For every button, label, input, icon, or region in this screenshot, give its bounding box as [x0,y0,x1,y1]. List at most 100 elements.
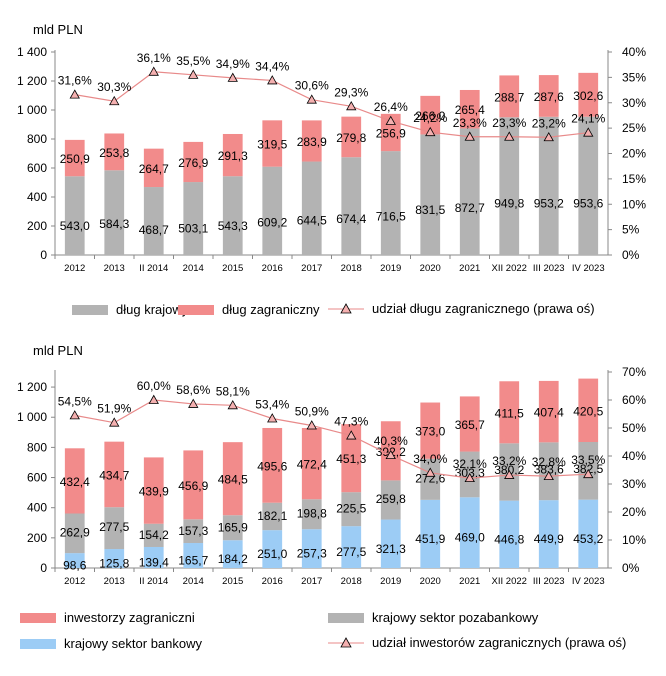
c1-bar-label-2: 288,7 [494,90,524,104]
c2-share-marker [148,394,159,404]
c1-ytick: 0 [40,248,47,262]
legend1-foreign: dług zagraniczny [178,302,320,317]
c2-bar-label-2: 165,9 [218,520,248,534]
c1-share-label: 34,4% [255,59,289,73]
c2-bar-2 [104,507,125,550]
c1-xtick: 2012 [64,263,85,274]
c2-bar-label-1: 453,2 [573,532,603,546]
c1-bar-label-1: 674,4 [336,212,366,226]
c1-share-line [74,71,589,138]
c2-share-marker [504,469,515,479]
c2-bar-3 [222,442,243,516]
c1-y2tick: 40% [622,45,646,59]
c2-y2tick: 30% [622,477,646,491]
c1-xtick: 2014 [183,263,204,274]
c1-bar-label-2: 283,9 [297,135,327,149]
c2-bar-1 [420,499,441,568]
c1-y2tick: 5% [622,223,640,237]
c2-bar-1 [262,530,283,568]
c1-bar-label-2: 279,8 [336,131,366,145]
c2-share-label: 60,0% [137,379,171,393]
c1-xtick: 2013 [104,263,125,274]
c1-bar-1 [380,151,401,255]
c1-bar-2 [143,148,164,188]
c2-bar-2 [222,515,243,541]
c2-share-label: 33,2% [492,454,526,468]
c2-xtick: 2018 [341,576,362,587]
c1-bar-label-1: 716,5 [376,210,406,224]
c2-bar-1 [64,553,85,568]
c1-bar-label-1: 543,3 [218,219,248,233]
c1-y2tick: 25% [622,121,646,135]
c1-bar-label-1: 644,5 [297,213,327,227]
c1-share-marker [385,115,396,125]
c1-xtick: 2019 [380,263,401,274]
c1-xtick: II 2014 [139,263,168,274]
c1-bar-label-2: 291,3 [218,149,248,163]
c2-bar-label-3: 434,7 [99,468,129,482]
c1-xtick: 2015 [222,263,243,274]
c1-xtick: III 2023 [533,263,565,274]
legend1-domestic: dług krajowy [72,302,188,317]
c1-share-marker [109,95,120,106]
c1-share-label: 36,1% [137,51,171,65]
c2-share-label: 54,5% [58,394,92,408]
c2-share-label: 32,8% [532,455,566,469]
c2-ytick: 600 [27,471,47,485]
c2-bar-label-1: 446,8 [494,532,524,546]
c2-share-label: 40,3% [374,434,408,448]
legend2-bank-swatch [20,638,56,649]
c1-bar-2 [262,120,283,167]
c2-xtick: 2012 [64,576,85,587]
c2-bar-1 [301,529,322,568]
c1-xtick: 2017 [301,263,322,274]
c1-bar-label-1: 872,7 [455,201,485,215]
c2-share-label: 33,5% [571,453,605,467]
c2-bar-label-2: 277,5 [99,520,129,534]
c1-share-marker [227,72,238,82]
c2-share-label: 53,4% [255,397,289,411]
c2-xtick: II 2014 [139,576,168,587]
c2-y2tick: 50% [622,421,646,435]
c1-share-label: 24,1% [571,112,605,126]
c2-xtick: IV 2023 [572,576,605,587]
c1-share-label: 34,9% [216,57,250,71]
c2-bar-label-3: 495,6 [257,459,287,473]
c2-bar-2 [183,519,204,544]
c1-share-label: 24,2% [413,111,447,125]
c1-share-marker [504,131,515,141]
legend2-share: udział inwestorów zagranicznych (prawa o… [328,635,626,650]
c1-share-label: 30,3% [97,80,131,94]
c2-bar-1 [459,497,480,568]
c2-xtick: 2020 [420,576,441,587]
legend2-foreign-label: inwestorzy zagraniczni [64,610,195,625]
c2-share-marker [464,472,475,483]
c2-bar-label-3: 407,4 [534,406,564,420]
c2-bar-label-2: 225,5 [336,501,366,515]
c1-bar-label-1: 609,2 [257,215,287,229]
c2-bar-label-2: 198,8 [297,507,327,521]
c2-bar-3 [143,457,164,524]
c1-xtick: 2018 [341,263,362,274]
c1-bar-1 [183,182,204,255]
c1-bar-1 [222,176,243,255]
c2-share-marker [583,468,594,479]
c1-bar-label-2: 287,6 [534,90,564,104]
c1-bar-label-1: 503,1 [178,221,208,235]
legend2-nonbank-swatch [328,612,364,623]
c2-xtick: 2019 [380,576,401,587]
c1-bar-label-2: 319,5 [257,138,287,152]
c2-bar-label-2: 262,9 [60,525,90,539]
c2-share-marker [227,400,238,410]
c2-bar-1 [538,500,559,568]
c2-bar-3 [104,441,125,508]
c1-share-label: 35,5% [176,54,210,68]
c2-bar-2 [341,492,362,527]
c2-bar-label-3: 472,4 [297,458,327,472]
c1-share-marker [267,75,278,85]
c1-share-label: 23,3% [492,116,526,130]
c2-bar-label-3: 373,0 [415,425,445,439]
c2-bar-1 [578,499,599,568]
c1-bar-label-2: 250,9 [60,152,90,166]
c1-ytick: 1 400 [17,45,47,59]
